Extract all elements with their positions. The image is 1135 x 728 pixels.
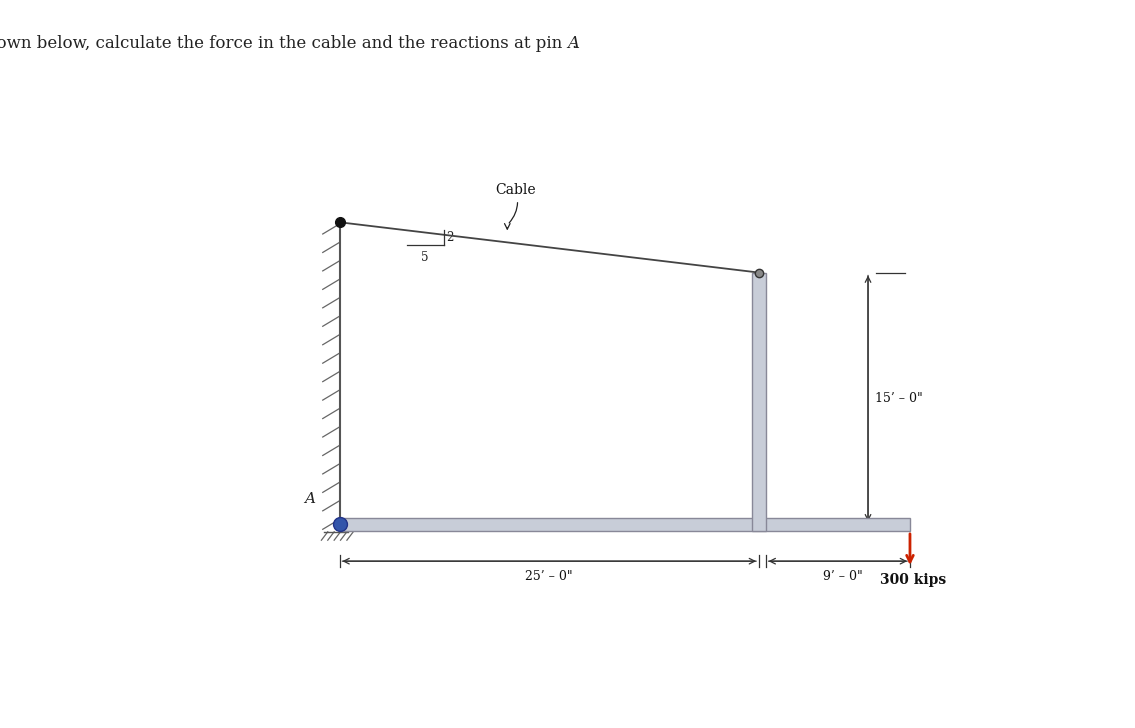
Text: Cable: Cable [495, 183, 536, 223]
Text: 25’ – 0": 25’ – 0" [526, 571, 573, 583]
FancyBboxPatch shape [753, 272, 766, 531]
Text: 2: 2 [446, 232, 453, 244]
Text: A: A [304, 492, 314, 506]
Text: .: . [571, 35, 577, 52]
Text: 15’ – 0": 15’ – 0" [875, 392, 923, 405]
Text: 5: 5 [421, 251, 429, 264]
Text: 300 kips: 300 kips [881, 573, 947, 587]
FancyBboxPatch shape [339, 518, 910, 531]
Text: 9’ – 0": 9’ – 0" [823, 571, 863, 583]
Text: 2.  For the structure shown below, calculate the force in the cable and the reac: 2. For the structure shown below, calcul… [0, 35, 568, 52]
Text: A: A [568, 35, 580, 52]
